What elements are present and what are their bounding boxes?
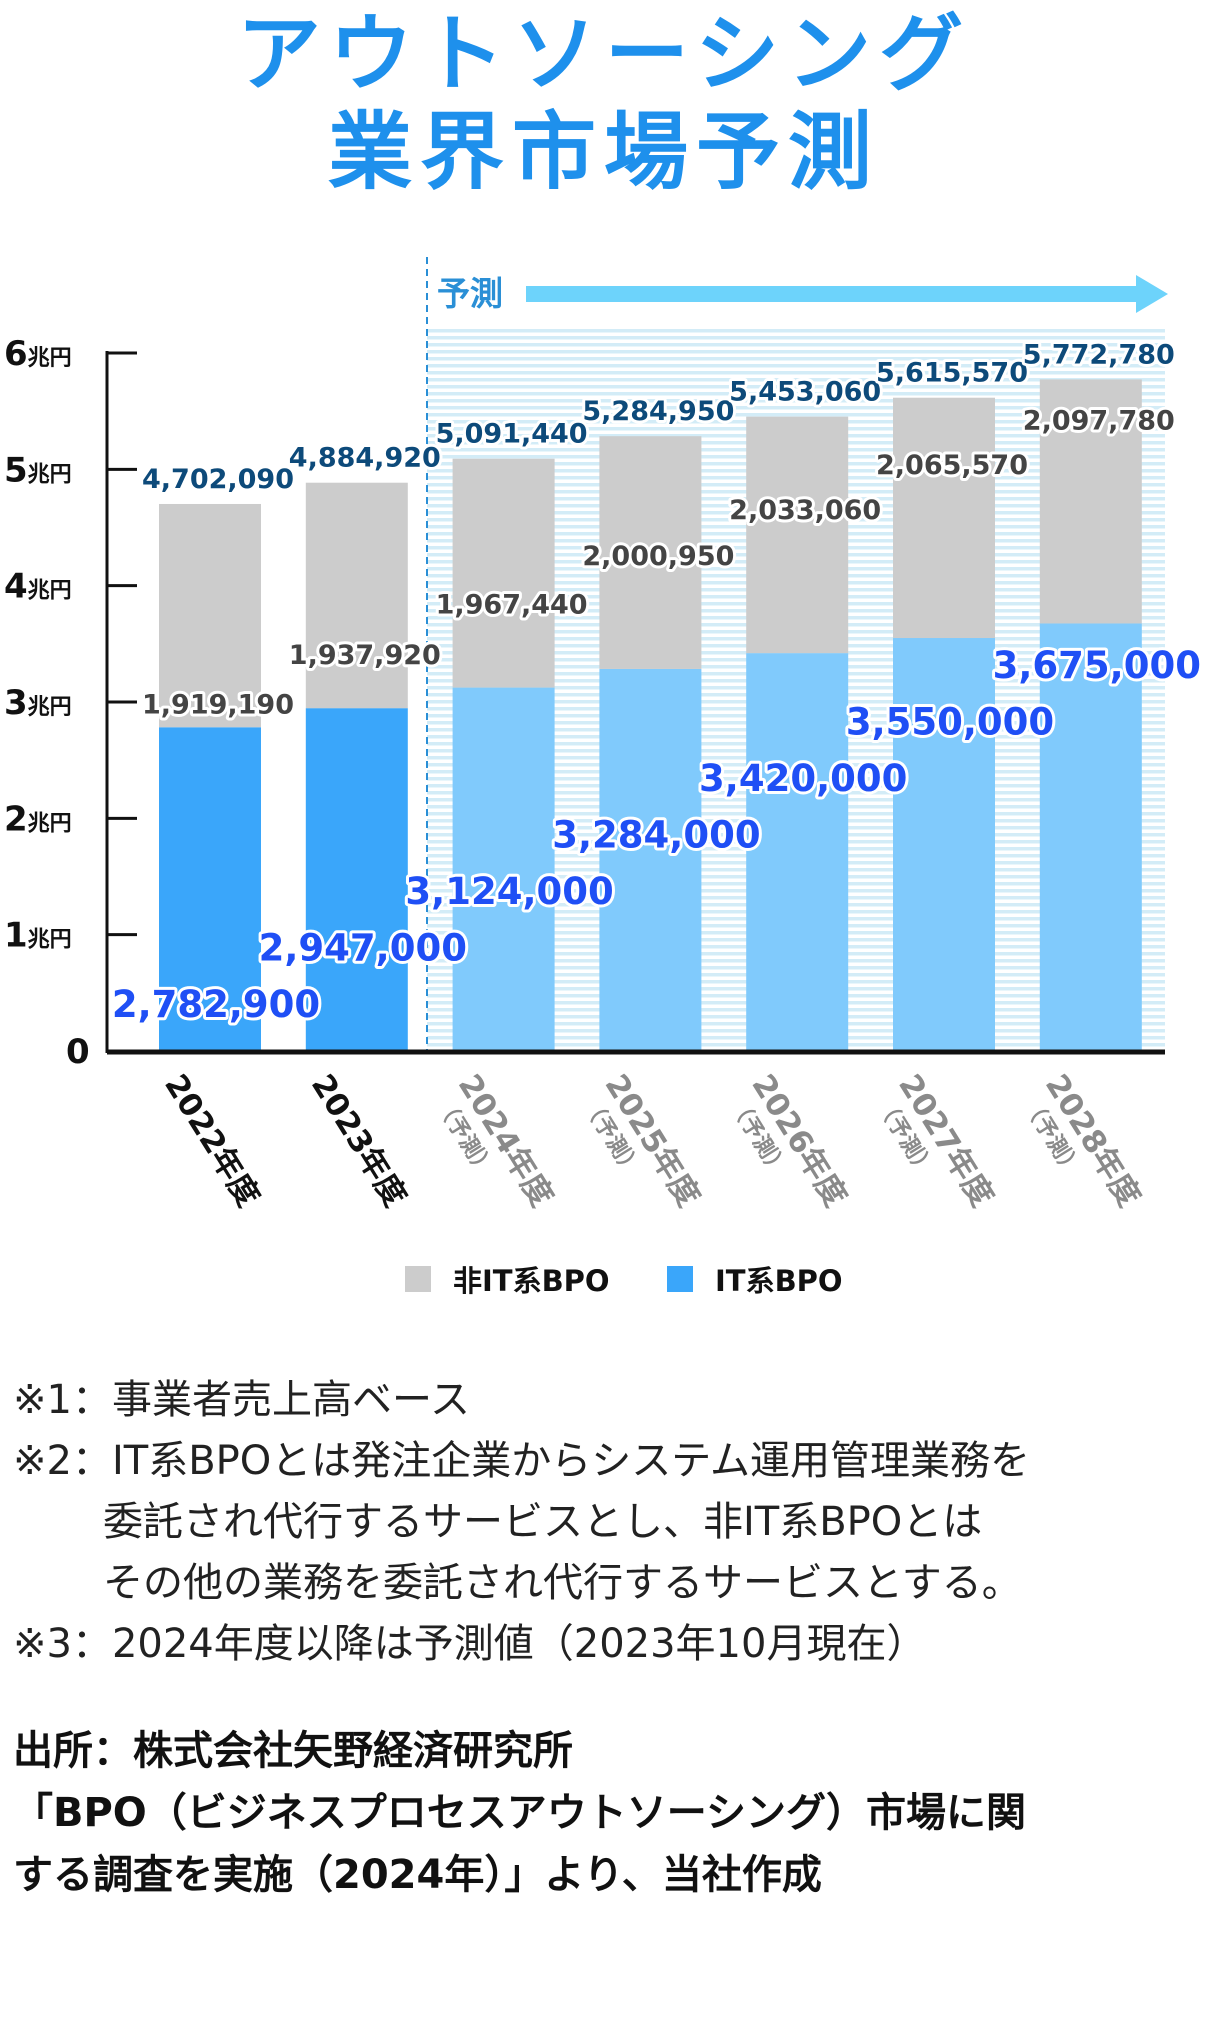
- chart-title-line2: 業界市場予測: [327, 103, 880, 201]
- note-1: ※1：事業者売上高ベース: [13, 1377, 470, 1423]
- total-value-label: 5,091,440: [436, 419, 588, 450]
- y-tick-label: 4兆円: [4, 567, 72, 607]
- it-value-label: 3,550,000: [846, 701, 1054, 744]
- footnotes: ※1：事業者売上高ベース ※2：IT系BPOとは発注企業からシステム運用管理業務…: [13, 1370, 1030, 1675]
- forecast-arrow-head-icon: [1136, 275, 1168, 313]
- it-value-label: 3,124,000: [405, 870, 613, 913]
- x-tick-label-group: 2023年度: [304, 1068, 413, 1213]
- source-line-2: 「BPO（ビジネスプロセスアウトソーシング）市場に関: [13, 1790, 1027, 1836]
- y-tick-unit: 兆円: [28, 462, 72, 487]
- note-2-cont-2: その他の業務を委託され代行するサービスとする。: [103, 1560, 1022, 1606]
- legend-swatch-it: [667, 1266, 693, 1292]
- y-tick-unit: 兆円: [28, 346, 72, 371]
- bar-non-it-bpo: [746, 416, 849, 654]
- bar-non-it-bpo: [159, 503, 261, 728]
- x-tick-label-group: 2028年度（予測）: [1017, 1068, 1147, 1213]
- legend-item-non-it-bpo: 非IT系BPO: [405, 1258, 610, 1300]
- y-tick-unit: 兆円: [28, 928, 72, 953]
- bar-it-bpo: [305, 708, 408, 1051]
- y-tick-number: 0: [66, 1032, 90, 1072]
- bar-it-bpo: [599, 668, 702, 1051]
- x-tick-label-group: 2027年度（予測）: [871, 1068, 1001, 1213]
- x-tick-label: 2022年度: [157, 1068, 266, 1213]
- bar-it-bpo: [1039, 623, 1142, 1051]
- x-tick-label-group: 2025年度（予測）: [577, 1068, 707, 1213]
- bar-non-it-bpo: [305, 482, 408, 709]
- y-tick-number: 3: [4, 683, 28, 723]
- bar-non-it-bpo: [893, 397, 995, 639]
- y-tick-unit: 兆円: [28, 695, 72, 720]
- y-tick-unit: 兆円: [28, 811, 72, 836]
- y-tick-number: 5: [4, 450, 28, 490]
- it-value-label: 2,947,000: [259, 927, 467, 970]
- x-tick-label-group: 2022年度: [157, 1068, 266, 1213]
- it-value-label: 3,284,000: [552, 814, 760, 857]
- y-tick-label: 5兆円: [4, 450, 72, 490]
- note-2: ※2：IT系BPOとは発注企業からシステム運用管理業務を: [13, 1438, 1031, 1484]
- source-line-1: 出所：株式会社矢野経済研究所: [13, 1728, 573, 1774]
- bar-it-bpo: [893, 638, 995, 1051]
- legend-item-it-bpo: IT系BPO: [667, 1258, 843, 1300]
- total-value-label: 4,702,090: [142, 464, 294, 495]
- total-value-label: 5,453,060: [729, 377, 881, 408]
- y-tick-number: 6: [4, 334, 28, 374]
- chart-title-line1: アウトソーシング: [236, 5, 972, 103]
- bar-non-it-bpo: [452, 458, 555, 688]
- y-tick-number: 2: [4, 799, 28, 839]
- legend-swatch-non-it: [405, 1266, 431, 1292]
- total-value-label: 5,772,780: [1023, 339, 1175, 370]
- y-tick-number: 4: [4, 567, 28, 607]
- legend-label-it: IT系BPO: [715, 1264, 843, 1298]
- total-value-label: 5,284,950: [582, 396, 734, 427]
- bar-it-bpo: [746, 653, 849, 1051]
- it-value-label: 2,782,900: [112, 983, 320, 1026]
- it-value-label: 3,675,000: [993, 644, 1201, 687]
- bar-it-bpo: [452, 687, 555, 1051]
- y-tick-label: 6兆円: [4, 334, 72, 374]
- y-tick-label: 2兆円: [4, 799, 72, 839]
- y-tick-label: 1兆円: [4, 916, 72, 956]
- bar-it-bpo: [159, 727, 261, 1051]
- legend-label-non-it: 非IT系BPO: [453, 1264, 610, 1298]
- x-tick-label-group: 2024年度（予測）: [430, 1068, 560, 1213]
- it-value-label: 3,420,000: [699, 757, 907, 800]
- source-line-3: する調査を実施（2024年）」より、当社作成: [13, 1852, 822, 1898]
- source-citation: 出所：株式会社矢野経済研究所 「BPO（ビジネスプロセスアウトソーシング）市場に…: [13, 1720, 1026, 1906]
- non-it-value-label: 2,000,950: [582, 541, 734, 572]
- non-it-value-label: 1,937,920: [289, 640, 441, 671]
- total-value-label: 5,615,570: [876, 358, 1028, 389]
- bar-non-it-bpo: [599, 436, 702, 669]
- forecast-label: 予測: [437, 274, 503, 313]
- x-tick-label: 2023年度: [304, 1068, 413, 1213]
- total-value-label: 4,884,920: [289, 443, 441, 474]
- bar-non-it-bpo: [1039, 379, 1142, 624]
- x-tick-label-group: 2026年度（予測）: [724, 1068, 854, 1213]
- non-it-value-label: 1,967,440: [436, 590, 588, 621]
- forecast-arrow-shaft: [526, 286, 1138, 302]
- y-tick-label: 3兆円: [4, 683, 72, 723]
- note-3: ※3：2024年度以降は予測値（2023年10月現在）: [13, 1621, 927, 1667]
- non-it-value-label: 2,033,060: [729, 495, 881, 526]
- non-it-value-label: 1,919,190: [142, 689, 294, 720]
- non-it-value-label: 2,097,780: [1023, 405, 1175, 436]
- y-tick-unit: 兆円: [28, 579, 72, 604]
- note-2-cont-1: 委託され代行するサービスとし、非IT系BPOとは: [103, 1499, 983, 1545]
- y-tick-number: 1: [4, 916, 28, 956]
- y-tick-label: 0: [66, 1032, 90, 1072]
- non-it-value-label: 2,065,570: [876, 450, 1028, 481]
